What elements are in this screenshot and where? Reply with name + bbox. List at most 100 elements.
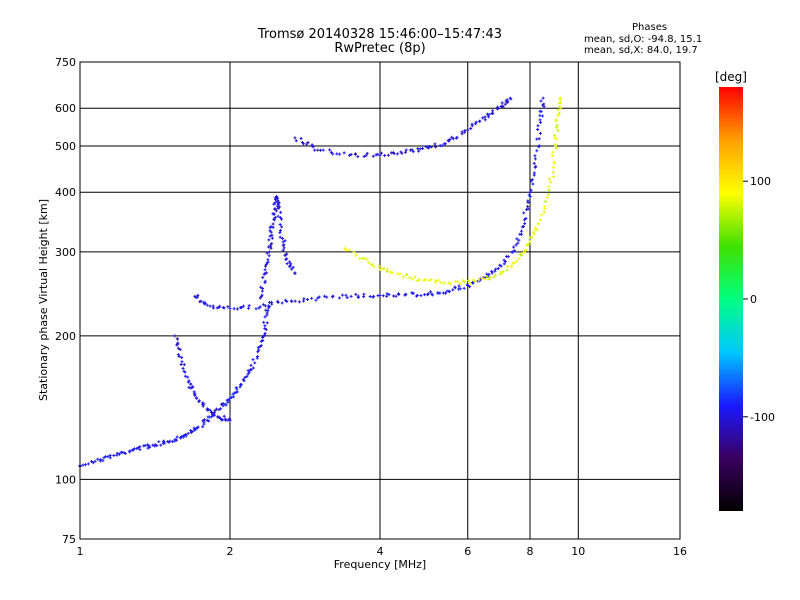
data-point bbox=[404, 148, 408, 152]
data-point bbox=[233, 391, 237, 395]
data-point bbox=[501, 270, 505, 274]
data-point bbox=[182, 435, 186, 439]
data-point bbox=[556, 113, 560, 117]
data-point bbox=[317, 295, 321, 299]
data-point bbox=[202, 402, 206, 406]
data-point bbox=[206, 407, 210, 411]
data-point bbox=[543, 205, 547, 209]
data-point bbox=[157, 440, 161, 444]
data-point bbox=[419, 294, 423, 298]
data-point bbox=[356, 294, 360, 298]
data-point bbox=[176, 346, 180, 350]
data-point bbox=[525, 208, 529, 212]
data-point bbox=[256, 346, 260, 350]
data-point bbox=[146, 446, 150, 450]
data-point bbox=[405, 273, 409, 277]
data-point bbox=[267, 250, 271, 254]
chart-title-line-2: RwPretec (8p) bbox=[334, 41, 426, 56]
data-point bbox=[267, 304, 271, 308]
data-point bbox=[434, 145, 438, 149]
data-point bbox=[138, 445, 142, 449]
data-point bbox=[552, 175, 556, 179]
data-point bbox=[428, 290, 432, 294]
data-point bbox=[493, 269, 497, 273]
data-point bbox=[197, 400, 201, 404]
data-point bbox=[499, 270, 503, 274]
data-point bbox=[555, 146, 559, 150]
data-point bbox=[385, 292, 389, 296]
data-point bbox=[417, 278, 421, 282]
data-points bbox=[78, 96, 563, 468]
data-point bbox=[106, 455, 110, 459]
data-point bbox=[433, 280, 437, 284]
data-point bbox=[365, 151, 369, 155]
data-point bbox=[455, 135, 459, 139]
data-point bbox=[500, 104, 504, 108]
data-point bbox=[201, 425, 205, 429]
data-point bbox=[201, 404, 205, 408]
data-point bbox=[529, 188, 533, 192]
data-point bbox=[219, 402, 223, 406]
data-point bbox=[539, 218, 543, 222]
data-point bbox=[515, 237, 519, 241]
data-point bbox=[246, 306, 250, 310]
data-point bbox=[547, 177, 551, 181]
data-point bbox=[556, 108, 560, 112]
data-point bbox=[328, 148, 332, 152]
data-point bbox=[550, 154, 554, 158]
y-tick-label: 200 bbox=[55, 330, 76, 343]
data-point bbox=[208, 304, 212, 308]
data-point bbox=[155, 444, 159, 448]
data-point bbox=[268, 234, 272, 238]
data-point bbox=[528, 236, 532, 240]
data-point bbox=[265, 321, 269, 325]
data-point bbox=[259, 344, 263, 348]
data-point bbox=[221, 401, 225, 405]
data-point bbox=[90, 459, 94, 463]
data-point bbox=[451, 137, 455, 141]
data-point bbox=[325, 295, 329, 299]
data-point bbox=[278, 228, 282, 232]
data-point bbox=[408, 276, 412, 280]
colorbar-tick-label: 100 bbox=[750, 175, 771, 188]
data-point bbox=[443, 142, 447, 146]
data-point bbox=[93, 459, 97, 463]
data-point bbox=[263, 331, 267, 335]
data-point bbox=[499, 264, 503, 268]
data-point bbox=[483, 118, 487, 122]
data-point bbox=[261, 287, 265, 291]
data-point bbox=[305, 142, 309, 146]
data-point bbox=[199, 299, 203, 303]
data-point bbox=[335, 152, 339, 156]
data-point bbox=[232, 307, 236, 311]
data-point bbox=[195, 295, 199, 299]
data-point bbox=[280, 301, 284, 305]
colorbar-ticks: 100 0 -100 bbox=[743, 175, 775, 424]
data-point bbox=[390, 271, 394, 275]
data-point bbox=[533, 157, 537, 161]
data-point bbox=[290, 299, 294, 303]
data-point bbox=[519, 229, 523, 233]
data-point bbox=[283, 253, 287, 257]
data-point bbox=[179, 362, 183, 366]
data-point bbox=[81, 463, 85, 467]
data-point bbox=[108, 453, 112, 457]
data-point bbox=[353, 152, 357, 156]
data-point bbox=[377, 264, 381, 268]
data-point bbox=[217, 415, 221, 419]
data-point bbox=[264, 264, 268, 268]
data-point bbox=[225, 398, 229, 402]
data-point bbox=[473, 122, 477, 126]
data-point bbox=[305, 298, 309, 302]
data-point bbox=[532, 161, 536, 165]
data-point bbox=[314, 298, 318, 302]
y-tick-label: 600 bbox=[55, 102, 76, 115]
data-point bbox=[538, 109, 542, 113]
data-point bbox=[213, 409, 217, 413]
data-point bbox=[245, 374, 249, 378]
data-point bbox=[285, 300, 289, 304]
data-point bbox=[210, 415, 214, 419]
data-point bbox=[396, 292, 400, 296]
data-point bbox=[205, 418, 209, 422]
data-point bbox=[222, 306, 226, 310]
